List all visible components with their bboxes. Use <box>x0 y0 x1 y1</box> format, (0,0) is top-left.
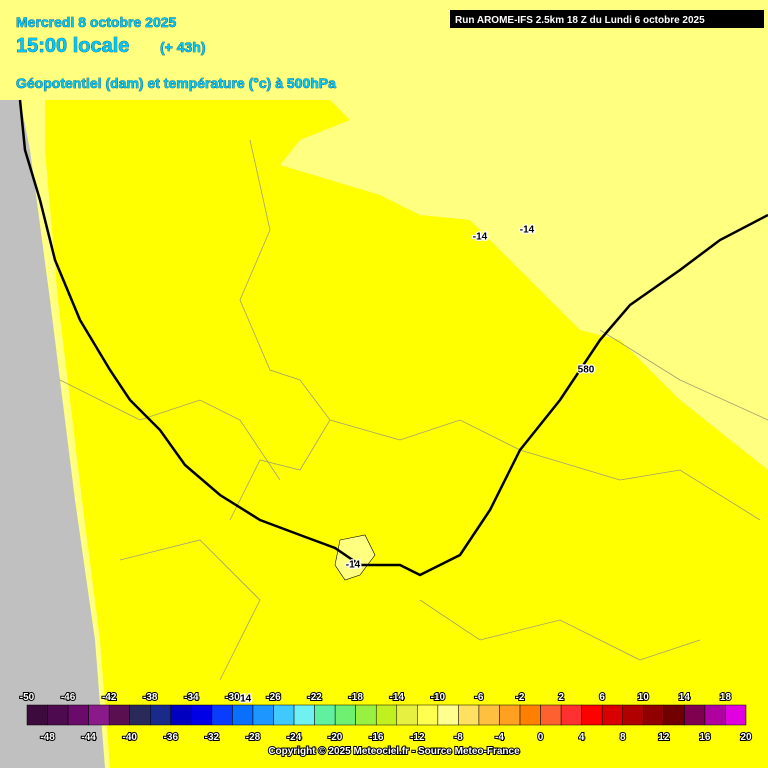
legend-label: 16 <box>699 732 711 743</box>
legend-swatch <box>232 704 254 726</box>
legend-swatch <box>211 704 233 726</box>
legend-label: -24 <box>287 732 302 743</box>
copyright: Copyright © 2025 Meteociel.fr - Source M… <box>268 746 520 757</box>
legend-swatch <box>355 704 377 726</box>
legend-label: -22 <box>307 692 322 703</box>
legend-label: 12 <box>658 732 670 743</box>
legend-swatch <box>273 704 295 726</box>
legend-label: -32 <box>205 732 220 743</box>
legend-label: -30 <box>225 692 240 703</box>
legend-swatch <box>252 704 274 726</box>
legend-swatch <box>26 704 48 726</box>
legend-label: 4 <box>579 732 585 743</box>
legend-label: 10 <box>638 692 650 703</box>
legend-label: -4 <box>495 732 504 743</box>
legend-label: 2 <box>558 692 564 703</box>
legend-swatch <box>601 704 623 726</box>
legend-swatch <box>314 704 336 726</box>
legend-label: 8 <box>620 732 626 743</box>
legend-swatch <box>170 704 192 726</box>
legend-label: -2 <box>516 692 525 703</box>
legend-swatch <box>88 704 110 726</box>
legend-label: -50 <box>20 692 35 703</box>
legend-swatch <box>437 704 459 726</box>
legend-swatch <box>458 704 480 726</box>
legend-swatch <box>725 704 747 726</box>
outside-domain <box>0 100 105 768</box>
legend-swatch <box>47 704 69 726</box>
legend-swatch <box>581 704 603 726</box>
legend-swatch <box>622 704 644 726</box>
legend-swatch <box>704 704 726 726</box>
legend-label: -44 <box>81 732 96 743</box>
time: 15:00 locale <box>16 35 129 57</box>
temperature-area <box>45 100 768 768</box>
legend-label: -40 <box>122 732 137 743</box>
legend-swatch <box>108 704 130 726</box>
legend: -50-48-46-44-42-40-38-36-34-32-30-28-26-… <box>19 691 753 744</box>
geopotential-contour <box>18 99 768 577</box>
legend-label: -48 <box>40 732 55 743</box>
legend-label: -10 <box>431 692 446 703</box>
legend-label: 20 <box>740 732 752 743</box>
run-info: Run AROME-IFS 2.5km 18 Z du Lundi 6 octo… <box>455 15 705 26</box>
legend-label: 0 <box>538 732 544 743</box>
legend-swatch <box>334 704 356 726</box>
legend-swatch <box>293 704 315 726</box>
legend-swatch <box>417 704 439 726</box>
legend-swatch <box>663 704 685 726</box>
contour-label: 580 <box>578 365 595 376</box>
legend-label: -6 <box>474 692 483 703</box>
legend-swatch <box>478 704 500 726</box>
contour-label: -14 <box>473 232 488 243</box>
legend-label: -20 <box>328 732 343 743</box>
legend-label: -36 <box>164 732 179 743</box>
legend-swatch <box>396 704 418 726</box>
cold-patch <box>334 534 376 581</box>
legend-label: -26 <box>266 692 281 703</box>
date: Mercredi 8 octobre 2025 <box>16 14 177 30</box>
contour-label: -14 <box>346 560 361 571</box>
legend-label: -12 <box>410 732 425 743</box>
field-title: Géopotentiel (dam) et température (°c) à… <box>16 75 336 91</box>
legend-label: -42 <box>102 692 117 703</box>
legend-label: -8 <box>454 732 463 743</box>
legend-label: 6 <box>599 692 605 703</box>
legend-label: -34 <box>184 692 199 703</box>
legend-swatch <box>643 704 665 726</box>
legend-swatch <box>191 704 213 726</box>
legend-label: -46 <box>61 692 76 703</box>
legend-swatch <box>67 704 89 726</box>
legend-swatch <box>150 704 172 726</box>
legend-swatch <box>684 704 706 726</box>
legend-swatch <box>499 704 521 726</box>
legend-swatch <box>519 704 541 726</box>
legend-label: 18 <box>720 692 732 703</box>
contour-label: -14 <box>520 225 535 236</box>
legend-label: -38 <box>143 692 158 703</box>
legend-label: 14 <box>679 692 691 703</box>
legend-swatch <box>560 704 582 726</box>
contour-label: -14 <box>237 694 252 705</box>
lead-time: (+ 43h) <box>160 39 206 55</box>
legend-swatch <box>129 704 151 726</box>
legend-swatch <box>375 704 398 726</box>
run-box <box>450 10 764 28</box>
legend-label: -18 <box>348 692 363 703</box>
legend-label: -28 <box>246 732 261 743</box>
legend-label: -14 <box>390 692 405 703</box>
borders <box>59 139 768 681</box>
legend-label: -16 <box>369 732 384 743</box>
legend-swatch <box>540 704 562 726</box>
